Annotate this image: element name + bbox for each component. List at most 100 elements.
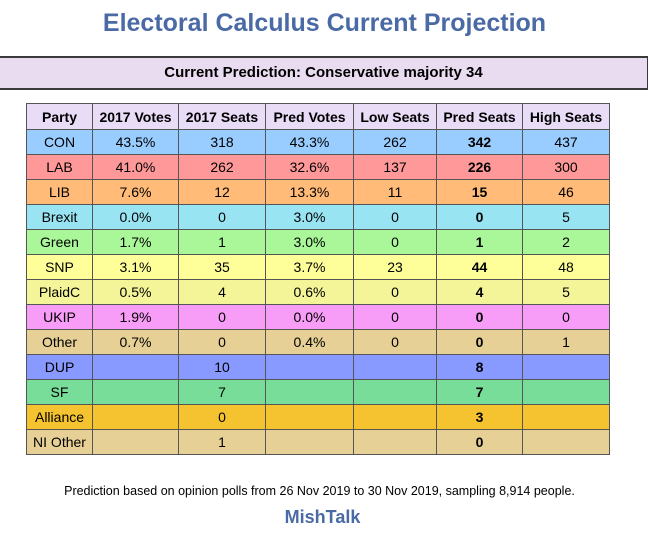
column-header-pred-seats: Pred Seats — [436, 103, 523, 130]
cell-2017-votes: 0.0% — [92, 204, 179, 230]
cell-2017-seats: 0 — [178, 329, 266, 355]
cell-party: DUP — [26, 354, 93, 380]
cell-party: Alliance — [26, 404, 93, 430]
cell-2017-votes: 3.1% — [92, 254, 179, 280]
cell-high-seats: 2 — [522, 229, 610, 255]
cell-party: SF — [26, 379, 93, 405]
cell-pred-votes: 3.0% — [265, 204, 354, 230]
cell-low-seats: 0 — [353, 204, 437, 230]
cell-pred-votes — [265, 429, 354, 455]
cell-2017-seats: 12 — [178, 179, 266, 205]
cell-low-seats: 0 — [353, 304, 437, 330]
cell-low-seats: 11 — [353, 179, 437, 205]
column-header-party: Party — [26, 103, 93, 130]
cell-pred-votes — [265, 379, 354, 405]
table-row: NI Other 1 0 — [26, 429, 610, 455]
cell-low-seats — [353, 404, 437, 430]
table-row: SF 7 7 — [26, 379, 610, 405]
cell-party: NI Other — [26, 429, 93, 455]
cell-high-seats: 46 — [522, 179, 610, 205]
prediction-banner: Current Prediction: Conservative majorit… — [0, 56, 648, 90]
cell-high-seats: 0 — [522, 304, 610, 330]
cell-high-seats — [522, 379, 610, 405]
cell-2017-votes: 1.7% — [92, 229, 179, 255]
cell-pred-votes: 3.0% — [265, 229, 354, 255]
cell-party: LIB — [26, 179, 93, 205]
cell-party: CON — [26, 129, 93, 155]
column-header-pred-votes: Pred Votes — [265, 103, 354, 130]
cell-pred-seats: 0 — [436, 204, 523, 230]
table-row: LAB 41.0% 262 32.6% 137 226 300 — [26, 154, 610, 180]
cell-pred-seats: 0 — [436, 329, 523, 355]
cell-pred-seats: 342 — [436, 129, 523, 155]
cell-party: Other — [26, 329, 93, 355]
column-header-low-seats: Low Seats — [353, 103, 437, 130]
cell-low-seats — [353, 354, 437, 380]
table-row: CON 43.5% 318 43.3% 262 342 437 — [26, 129, 610, 155]
cell-high-seats: 5 — [522, 204, 610, 230]
table-row: Other 0.7% 0 0.4% 0 0 1 — [26, 329, 610, 355]
cell-2017-votes — [92, 354, 179, 380]
cell-low-seats: 0 — [353, 329, 437, 355]
table-row: UKIP 1.9% 0 0.0% 0 0 0 — [26, 304, 610, 330]
cell-pred-seats: 8 — [436, 354, 523, 380]
cell-2017-seats: 7 — [178, 379, 266, 405]
cell-2017-votes — [92, 404, 179, 430]
cell-2017-seats: 0 — [178, 404, 266, 430]
table-row: SNP 3.1% 35 3.7% 23 44 48 — [26, 254, 610, 280]
cell-high-seats: 437 — [522, 129, 610, 155]
cell-2017-seats: 10 — [178, 354, 266, 380]
table-header-row: Party 2017 Votes 2017 Seats Pred Votes L… — [26, 103, 610, 130]
cell-pred-seats: 0 — [436, 429, 523, 455]
cell-pred-votes: 3.7% — [265, 254, 354, 280]
column-header-high-seats: High Seats — [522, 103, 610, 130]
table-body: CON 43.5% 318 43.3% 262 342 437 LAB 41.0% 262 32.6… — [26, 129, 610, 455]
cell-2017-votes: 43.5% — [92, 129, 179, 155]
cell-low-seats — [353, 429, 437, 455]
cell-pred-votes — [265, 354, 354, 380]
cell-party: UKIP — [26, 304, 93, 330]
cell-party: PlaidC — [26, 279, 93, 305]
cell-high-seats — [522, 354, 610, 380]
cell-2017-votes: 7.6% — [92, 179, 179, 205]
cell-high-seats: 1 — [522, 329, 610, 355]
cell-low-seats: 0 — [353, 229, 437, 255]
cell-party: Brexit — [26, 204, 93, 230]
cell-2017-seats: 318 — [178, 129, 266, 155]
cell-high-seats: 48 — [522, 254, 610, 280]
cell-2017-seats: 35 — [178, 254, 266, 280]
table-row: LIB 7.6% 12 13.3% 11 15 46 — [26, 179, 610, 205]
cell-high-seats — [522, 404, 610, 430]
cell-2017-seats: 1 — [178, 429, 266, 455]
cell-party: SNP — [26, 254, 93, 280]
cell-2017-votes: 0.7% — [92, 329, 179, 355]
cell-2017-seats: 4 — [178, 279, 266, 305]
cell-party: LAB — [26, 154, 93, 180]
table-row: Green 1.7% 1 3.0% 0 1 2 — [26, 229, 610, 255]
table-row: Alliance 0 3 — [26, 404, 610, 430]
column-header-2017-votes: 2017 Votes — [92, 103, 179, 130]
cell-2017-votes: 1.9% — [92, 304, 179, 330]
cell-high-seats: 5 — [522, 279, 610, 305]
cell-pred-seats: 226 — [436, 154, 523, 180]
cell-pred-seats: 44 — [436, 254, 523, 280]
cell-pred-votes: 32.6% — [265, 154, 354, 180]
cell-pred-votes: 0.0% — [265, 304, 354, 330]
cell-party: Green — [26, 229, 93, 255]
cell-high-seats — [522, 429, 610, 455]
cell-high-seats: 300 — [522, 154, 610, 180]
column-header-2017-seats: 2017 Seats — [178, 103, 266, 130]
brand-label: MishTalk — [284, 507, 361, 527]
table-row: PlaidC 0.5% 4 0.6% 0 4 5 — [26, 279, 610, 305]
cell-2017-votes — [92, 379, 179, 405]
cell-low-seats: 137 — [353, 154, 437, 180]
cell-pred-seats: 4 — [436, 279, 523, 305]
cell-2017-votes: 0.5% — [92, 279, 179, 305]
cell-2017-seats: 0 — [178, 204, 266, 230]
page-title: Electoral Calculus Current Projection — [102, 9, 547, 37]
cell-pred-votes: 0.4% — [265, 329, 354, 355]
projection-table: Party 2017 Votes 2017 Seats Pred Votes L… — [26, 103, 610, 455]
cell-low-seats — [353, 379, 437, 405]
cell-pred-seats: 7 — [436, 379, 523, 405]
cell-pred-votes: 43.3% — [265, 129, 354, 155]
